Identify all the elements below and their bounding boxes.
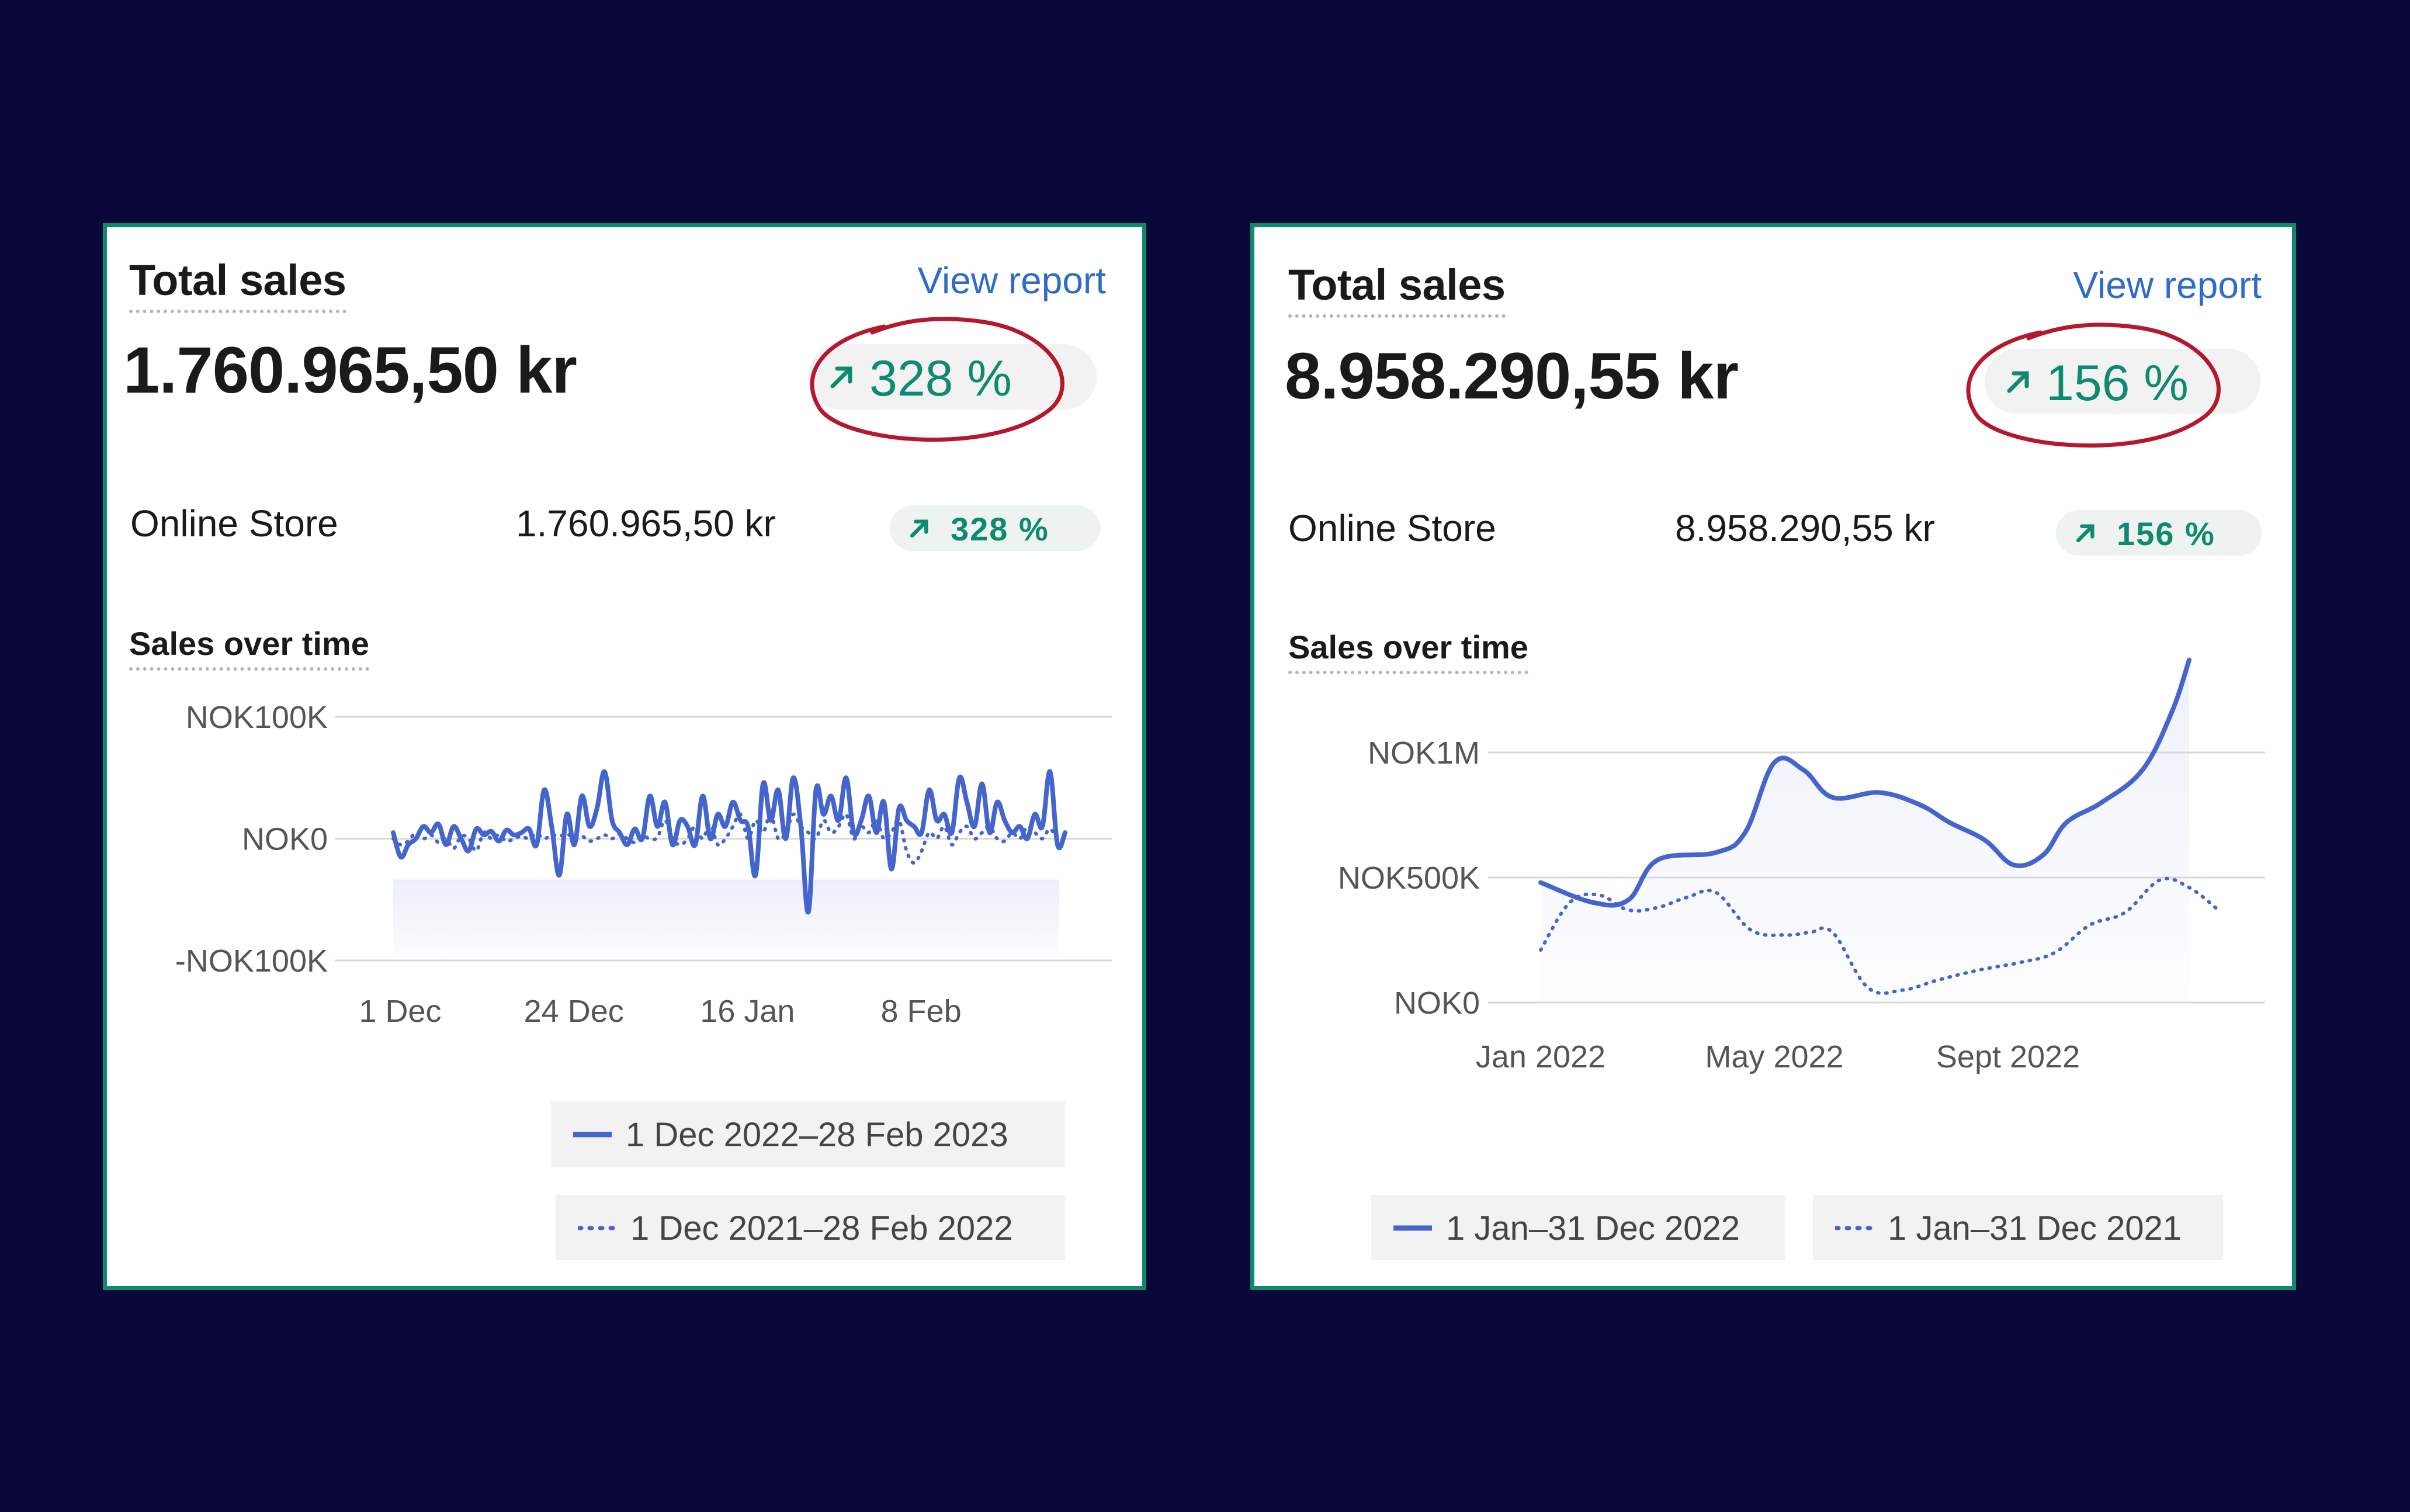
x-tick-label: Jan 2022 (1476, 1039, 1605, 1074)
store-change-badge: 328 % (890, 505, 1100, 551)
view-report-link[interactable]: View report (917, 259, 1106, 301)
legend-item-current[interactable]: 1 Dec 2022–28 Feb 2023 (551, 1101, 1065, 1167)
legend-label: 1 Jan–31 Dec 2022 (1446, 1209, 1740, 1247)
arrow-up-right-icon (2076, 524, 2095, 543)
view-report-link[interactable]: View report (2073, 264, 2262, 306)
previous-period-line (391, 812, 1067, 865)
store-label: Online Store (130, 502, 338, 545)
legend-item-previous[interactable]: 1 Jan–31 Dec 2021 (1813, 1195, 2223, 1260)
change-badge: 156 % (1985, 349, 2260, 414)
solid-line-swatch (1393, 1225, 1432, 1231)
store-value: 8.958.290,55 kr (1675, 507, 1935, 549)
legend-label: 1 Jan–31 Dec 2021 (1888, 1209, 2182, 1247)
arrow-up-right-icon (2007, 371, 2029, 393)
tick-label-bg (107, 939, 335, 982)
change-percent: 156 % (2046, 355, 2189, 411)
previous-period-line (1539, 876, 2220, 996)
legend-item-current[interactable]: 1 Jan–31 Dec 2022 (1371, 1195, 1785, 1260)
card-title[interactable]: Total sales (1288, 260, 1506, 318)
store-change-percent: 328 % (951, 511, 1049, 547)
arrow-up-right-icon (830, 366, 852, 389)
area-fill (1541, 660, 2189, 1003)
chart-title[interactable]: Sales over time (1288, 628, 1528, 674)
x-tick-label: 8 Feb (881, 994, 962, 1029)
x-tick-label: May 2022 (1705, 1039, 1843, 1074)
x-tick-label: 1 Dec (359, 994, 441, 1029)
sales-chart: NOK100K NOK0 -NOK100K 1 Dec 24 Dec 16 Jan 8 F… (107, 696, 1112, 1029)
y-tick-label: NOK500K (1338, 861, 1480, 896)
tick-label-bg (1289, 731, 1488, 774)
store-value: 1.760.965,50 kr (516, 502, 776, 545)
legend-item-previous[interactable]: 1 Dec 2021–28 Feb 2022 (556, 1195, 1065, 1260)
current-period-line (1538, 657, 2191, 908)
total-sales-card: Total sales View report 8.958.290,55 kr … (1250, 223, 2296, 1290)
y-tick-label: NOK0 (242, 822, 328, 857)
y-tick-label: -NOK100K (175, 944, 328, 979)
area-fill (393, 879, 1059, 958)
store-change-badge: 156 % (2056, 510, 2262, 556)
sales-chart: NOK1M NOK500K NOK0 Jan 2022 May 2022 Sept 20… (1289, 657, 2265, 1074)
chart-title[interactable]: Sales over time (129, 625, 369, 671)
card-title[interactable]: Total sales (129, 255, 346, 313)
x-tick-label: 24 Dec (524, 994, 624, 1029)
legend-label: 1 Dec 2021–28 Feb 2022 (630, 1209, 1013, 1247)
store-change-percent: 156 % (2117, 515, 2215, 552)
solid-line-swatch (573, 1132, 612, 1138)
change-percent: 328 % (869, 351, 1012, 407)
y-tick-label: NOK0 (1394, 986, 1480, 1021)
store-label: Online Store (1288, 507, 1496, 549)
x-tick-label: Sept 2022 (1936, 1039, 2080, 1074)
y-tick-label: NOK1M (1368, 736, 1480, 771)
tick-label-bg (1289, 856, 1488, 899)
change-badge: 328 % (808, 344, 1097, 410)
current-period-line (391, 769, 1067, 915)
x-tick-label: 16 Jan (700, 994, 795, 1029)
tick-label-bg (1289, 982, 1488, 1024)
tick-label-bg (107, 817, 335, 860)
arrow-up-right-icon (910, 519, 928, 538)
dotted-line-swatch (1835, 1226, 1874, 1230)
dotted-line-swatch (578, 1226, 616, 1230)
total-sales-value: 1.760.965,50 kr (123, 334, 577, 407)
tick-label-bg (107, 696, 335, 738)
y-tick-label: NOK100K (186, 700, 328, 735)
legend-label: 1 Dec 2022–28 Feb 2023 (626, 1116, 1008, 1154)
total-sales-card: Total sales View report 1.760.965,50 kr … (103, 223, 1146, 1290)
total-sales-value: 8.958.290,55 kr (1285, 339, 1739, 412)
